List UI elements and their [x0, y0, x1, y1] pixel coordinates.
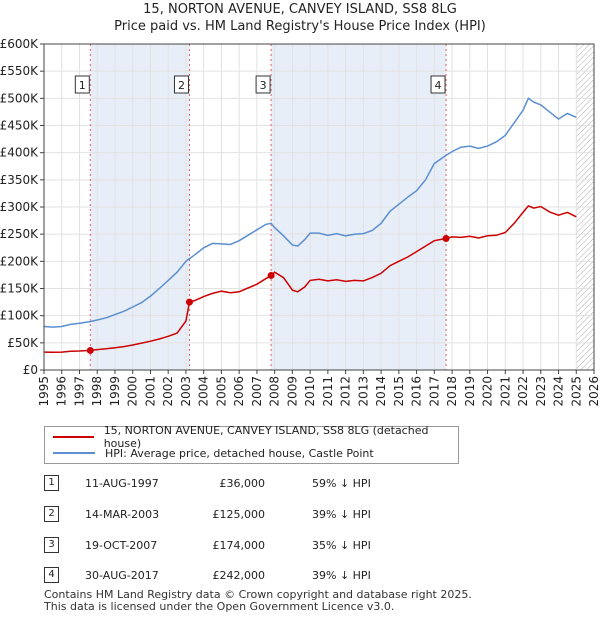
y-tick-label: £450K [0, 119, 39, 133]
table-row: 3 19-OCT-2007 £174,000 35% ↓ HPI [0, 535, 600, 555]
footer-copyright: Contains HM Land Registry data © Crown c… [44, 588, 472, 601]
sale-hpi-diff: 35% ↓ HPI [312, 539, 371, 552]
footer: Contains HM Land Registry data © Crown c… [44, 589, 472, 613]
x-tick-label: 2010 [303, 376, 317, 407]
legend-label-property: 15, NORTON AVENUE, CANVEY ISLAND, SS8 8L… [103, 424, 429, 450]
x-tick-label: 2008 [268, 376, 282, 407]
sale-label-box [430, 75, 446, 94]
x-tick-label: 2003 [179, 376, 193, 407]
footer-licence: This data is licensed under the Open Gov… [44, 600, 395, 613]
sale-label: 4 [435, 79, 442, 92]
x-tick-label: 2006 [232, 376, 246, 407]
table-row: 1 11-AUG-1997 £36,000 59% ↓ HPI [0, 473, 600, 493]
legend-item-property: 15, NORTON AVENUE, CANVEY ISLAND, SS8 8L… [53, 424, 458, 450]
x-tick-label: 1997 [72, 376, 86, 407]
x-tick-label: 2011 [321, 376, 335, 407]
x-tick-label: 2000 [126, 376, 140, 407]
x-tick-label: 2007 [250, 376, 264, 407]
x-tick-label: 1999 [108, 376, 122, 407]
sale-label: 1 [79, 79, 86, 92]
y-tick-label: £300K [0, 200, 39, 214]
legend-swatch-hpi [53, 452, 95, 454]
x-tick-label: 2024 [552, 376, 566, 407]
series-lines [43, 97, 577, 354]
y-tick-label: £100K [0, 309, 39, 323]
sale-number: 2 [44, 506, 59, 522]
legend-label-hpi: HPI: Average price, detached house, Cast… [105, 446, 374, 460]
sale-label: 2 [178, 79, 185, 92]
x-tick-label: 2014 [374, 376, 388, 407]
sale-hpi-diff: 39% ↓ HPI [312, 508, 371, 521]
y-tick-label: £400K [0, 146, 39, 160]
x-tick-label: 1995 [37, 376, 51, 407]
x-tick-label: 2018 [445, 376, 459, 407]
sale-label-box [173, 75, 189, 94]
sale-hpi-diff: 59% ↓ HPI [312, 477, 371, 490]
y-tick-label: £500K [0, 91, 39, 105]
y-tick-label: £350K [0, 173, 39, 187]
axes: £0 £50K £100K £150K £200K £250K £300K £350K £400… [0, 37, 600, 407]
x-tick-label: 1996 [55, 376, 69, 407]
x-tick-label: 2017 [427, 376, 441, 407]
sale-date: 11-AUG-1997 [85, 477, 159, 490]
x-tick-label: 2009 [285, 376, 299, 407]
sale-markers: 1 2 3 4 [74, 75, 450, 354]
hpi-series-line [43, 97, 577, 328]
sale-hpi-diff: 39% ↓ HPI [312, 569, 371, 582]
table-row: 2 14-MAR-2003 £125,000 39% ↓ HPI [0, 504, 600, 524]
sale-number: 3 [44, 537, 59, 553]
y-tick-label: £550K [0, 64, 39, 78]
sale-date: 14-MAR-2003 [85, 508, 160, 521]
sale-price: £242,000 [212, 569, 266, 582]
y-tick-label: £0 [23, 363, 38, 377]
x-tick-label: 2022 [516, 376, 530, 407]
sale-number: 4 [44, 567, 59, 583]
sale-label-box [255, 75, 271, 94]
x-tick-label: 2019 [463, 376, 477, 407]
legend-item-hpi: HPI: Average price, detached house, Cast… [53, 445, 374, 461]
x-tick-label: 2004 [197, 376, 211, 407]
sale-point [185, 298, 193, 306]
legend: 15, NORTON AVENUE, CANVEY ISLAND, SS8 8L… [44, 424, 459, 464]
x-tick-label: 2012 [339, 376, 353, 407]
x-tick-label: 2002 [161, 376, 175, 407]
sale-date: 30-AUG-2017 [85, 569, 159, 582]
y-tick-label: £150K [0, 282, 39, 296]
y-tick-label: £50K [7, 336, 39, 350]
x-tick-label: 2025 [569, 376, 583, 407]
price-chart: 15, NORTON AVENUE, CANVEY ISLAND, SS8 8L… [0, 2, 600, 407]
sale-point [86, 346, 94, 354]
x-tick-label: 2023 [534, 376, 548, 407]
sale-price: £174,000 [212, 539, 266, 552]
property-series-line [43, 204, 577, 354]
x-tick-label: 2026 [587, 376, 600, 407]
x-tick-label: 2005 [214, 376, 228, 407]
legend-swatch-property [53, 436, 94, 438]
x-tick-label: 2016 [410, 376, 424, 407]
x-tick-label: 2015 [392, 376, 406, 407]
sale-point [442, 235, 450, 243]
x-tick-label: 2020 [481, 376, 495, 407]
table-row: 4 30-AUG-2017 £242,000 39% ↓ HPI [0, 565, 600, 585]
sale-price: £36,000 [219, 477, 266, 490]
chart-subtitle: Price paid vs. HM Land Registry's House … [114, 19, 486, 34]
sale-point [267, 271, 275, 279]
sale-label-box [74, 75, 90, 94]
y-tick-label: £600K [0, 37, 39, 51]
sale-price: £125,000 [212, 508, 266, 521]
x-tick-label: 2021 [498, 376, 512, 407]
sale-label: 3 [260, 79, 267, 92]
x-tick-label: 2013 [356, 376, 370, 407]
chart-title: 15, NORTON AVENUE, CANVEY ISLAND, SS8 8L… [143, 2, 457, 17]
y-tick-label: £200K [0, 254, 39, 268]
sale-date: 19-OCT-2007 [85, 539, 158, 552]
y-tick-label: £250K [0, 227, 39, 241]
x-tick-label: 1998 [90, 376, 104, 407]
sale-number: 1 [44, 475, 59, 491]
x-tick-label: 2001 [143, 376, 157, 407]
